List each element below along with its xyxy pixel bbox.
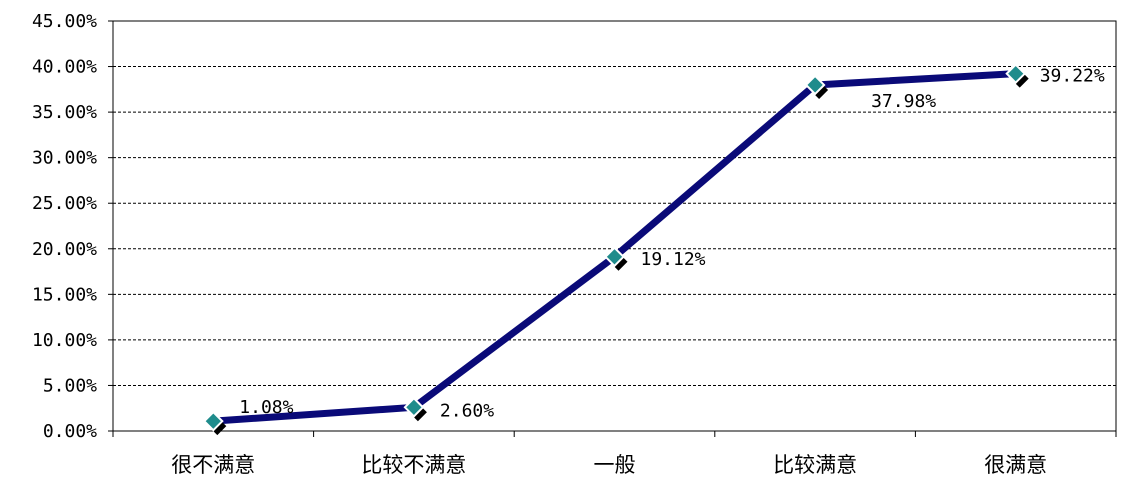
marker-diamond: [804, 74, 826, 96]
data-point-marker: [403, 396, 427, 422]
data-label: 1.08%: [239, 397, 293, 418]
data-point-marker: [804, 74, 829, 99]
y-tick-label: 40.00%: [32, 57, 97, 78]
y-tick-label: 10.00%: [32, 330, 97, 351]
marker-diamond: [403, 396, 425, 418]
grid-lines: [113, 66, 1116, 386]
data-label: 19.12%: [641, 249, 706, 270]
x-tick-label: 很满意: [984, 453, 1047, 477]
data-point-marker: [202, 410, 227, 436]
x-tick-label: 比较满意: [773, 453, 857, 477]
marker-diamond: [202, 410, 224, 432]
plot-area: [112, 20, 1117, 432]
y-tick-label: 15.00%: [32, 284, 97, 305]
y-tick-label: 5.00%: [43, 375, 97, 396]
marker-diamond: [1005, 63, 1027, 85]
x-tick-label: 比较不满意: [361, 453, 466, 477]
x-axis-tick-labels: 很不满意 比较不满意 一般 比较满意 很满意: [112, 431, 1117, 477]
y-tick-label: 35.00%: [32, 102, 97, 123]
data-point-marker: [1005, 63, 1029, 88]
y-tick-label: 0.00%: [43, 421, 97, 442]
x-tick-label: 一般: [594, 453, 636, 477]
series-markers: [202, 63, 1029, 436]
y-tick-label: 30.00%: [32, 148, 97, 169]
x-tick-label: 很不满意: [171, 453, 255, 477]
data-point-marker: [604, 246, 628, 271]
data-label: 39.22%: [1040, 66, 1105, 87]
data-labels: 1.08% 2.60% 19.12% 37.98% 39.22%: [239, 66, 1105, 422]
marker-diamond: [604, 246, 625, 268]
data-label: 37.98%: [871, 91, 936, 112]
y-tick-label: 45.00%: [32, 11, 97, 32]
data-label: 2.60%: [440, 400, 494, 421]
y-tick-label: 25.00%: [32, 193, 97, 214]
y-axis-tick-labels: 0.00% 5.00% 10.00% 15.00% 20.00% 25.00% 30.00%…: [32, 11, 113, 442]
y-tick-label: 20.00%: [32, 239, 97, 260]
